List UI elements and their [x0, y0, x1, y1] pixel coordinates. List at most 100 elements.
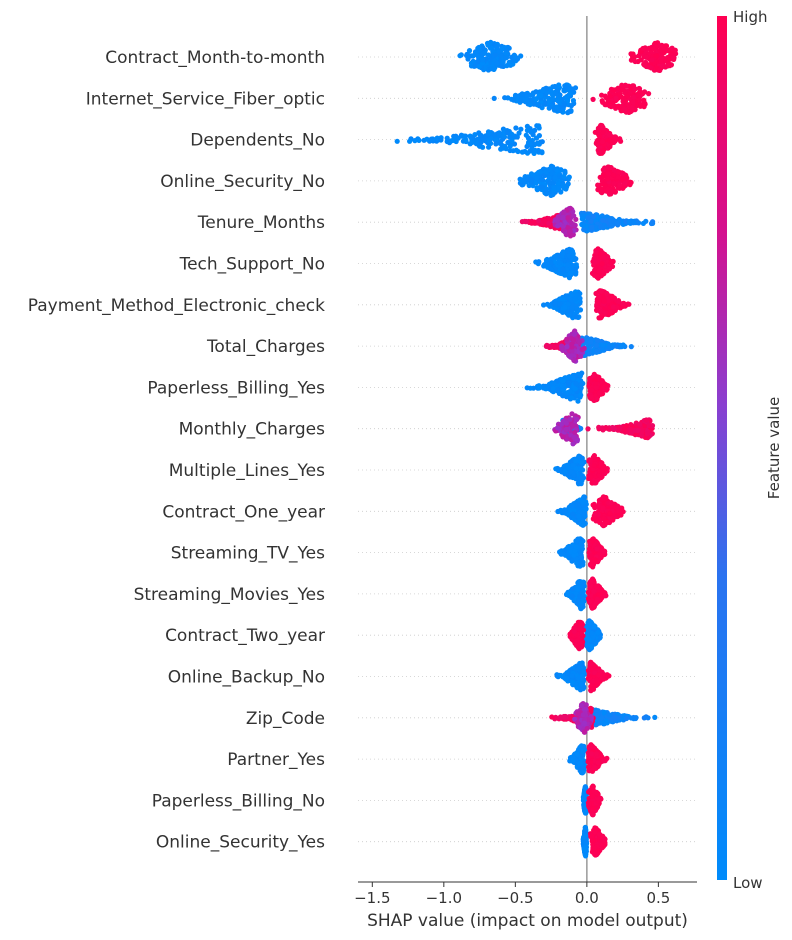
shap-point — [475, 58, 481, 64]
shap-point — [610, 342, 616, 348]
shap-point — [533, 135, 540, 141]
shap-point — [594, 584, 600, 590]
shap-point — [531, 219, 537, 225]
shap-point — [573, 314, 579, 320]
shap-point — [573, 256, 579, 262]
shap-point — [600, 217, 606, 223]
shap-point — [559, 343, 565, 349]
shap-point — [546, 220, 552, 226]
shap-point — [620, 301, 626, 307]
shap-point — [607, 510, 613, 516]
shap-point — [566, 312, 572, 318]
shap-point — [595, 338, 601, 344]
shap-point — [586, 457, 593, 463]
shap-point — [577, 559, 583, 565]
shap-point — [516, 130, 522, 136]
shap-point — [475, 53, 481, 59]
shap-point — [638, 57, 644, 63]
shap-point — [594, 396, 600, 402]
shap-point — [571, 552, 577, 558]
shap-point — [615, 503, 621, 509]
shap-point — [536, 103, 542, 109]
shap-point — [498, 138, 504, 145]
shap-point — [615, 104, 621, 110]
shap-point — [565, 544, 571, 550]
shap-point — [572, 429, 578, 435]
shap-point — [563, 426, 569, 432]
shap-point — [579, 216, 585, 222]
shap-point — [557, 301, 563, 307]
shap-point — [637, 421, 643, 427]
shap-point — [394, 138, 400, 144]
shap-point — [601, 298, 607, 305]
shap-point — [630, 99, 636, 105]
shap-point — [571, 357, 577, 363]
shap-point — [539, 184, 545, 190]
shap-point — [606, 266, 613, 272]
shap-point — [503, 55, 509, 61]
shap-point — [600, 254, 606, 260]
shap-point — [582, 494, 588, 500]
shap-point — [584, 641, 590, 647]
shap-point — [596, 299, 602, 305]
shap-point — [575, 503, 581, 509]
shap-point — [567, 354, 574, 360]
shap-point — [424, 136, 430, 142]
shap-point — [538, 92, 544, 99]
shap-point — [580, 581, 587, 588]
shap-point — [604, 519, 610, 526]
shap-point — [512, 92, 519, 98]
shap-point — [518, 126, 524, 132]
shap-point — [536, 385, 542, 391]
shap-point — [547, 104, 553, 110]
shap-point — [589, 387, 595, 393]
shap-point — [586, 622, 592, 628]
shap-point — [539, 149, 545, 155]
shap-point — [533, 96, 539, 102]
shap-point — [543, 262, 549, 268]
shap-point — [577, 339, 583, 345]
shap-point — [579, 455, 585, 461]
shap-point — [562, 468, 568, 474]
shap-point — [577, 593, 583, 599]
shap-point — [578, 549, 584, 555]
shap-point — [571, 434, 577, 440]
shap-point — [561, 210, 567, 216]
shap-point — [564, 262, 571, 268]
shap-point — [486, 144, 492, 150]
shap-point — [565, 225, 571, 231]
shap-point — [609, 294, 615, 300]
shap-point — [607, 93, 613, 99]
shap-point — [463, 137, 469, 143]
shap-point — [595, 143, 602, 149]
shap-point — [505, 139, 511, 146]
shap-point — [543, 190, 550, 196]
shap-point — [555, 181, 561, 187]
shap-point — [577, 307, 584, 313]
shap-point — [564, 84, 570, 90]
shap-point — [572, 266, 579, 272]
shap-point — [503, 146, 509, 152]
shap-point — [606, 132, 612, 138]
shap-point — [522, 148, 528, 155]
shap-point — [568, 103, 575, 109]
shap-point — [597, 634, 603, 640]
shap-point — [593, 290, 599, 297]
shap-point — [488, 136, 494, 142]
shap-point — [544, 342, 550, 348]
shap-point — [546, 95, 552, 101]
shap-point — [565, 215, 571, 221]
shap-point — [558, 551, 564, 557]
shap-point — [591, 557, 597, 563]
shap-point — [464, 51, 470, 57]
shap-point — [617, 91, 623, 97]
shap-point — [569, 411, 575, 417]
shap-point — [492, 52, 498, 58]
shap-point — [544, 90, 550, 96]
shap-point — [555, 508, 561, 515]
shap-point — [565, 181, 571, 187]
shap-point — [620, 184, 627, 190]
shap-point — [569, 344, 575, 350]
shap-point — [639, 433, 645, 439]
shap-point — [572, 296, 578, 302]
